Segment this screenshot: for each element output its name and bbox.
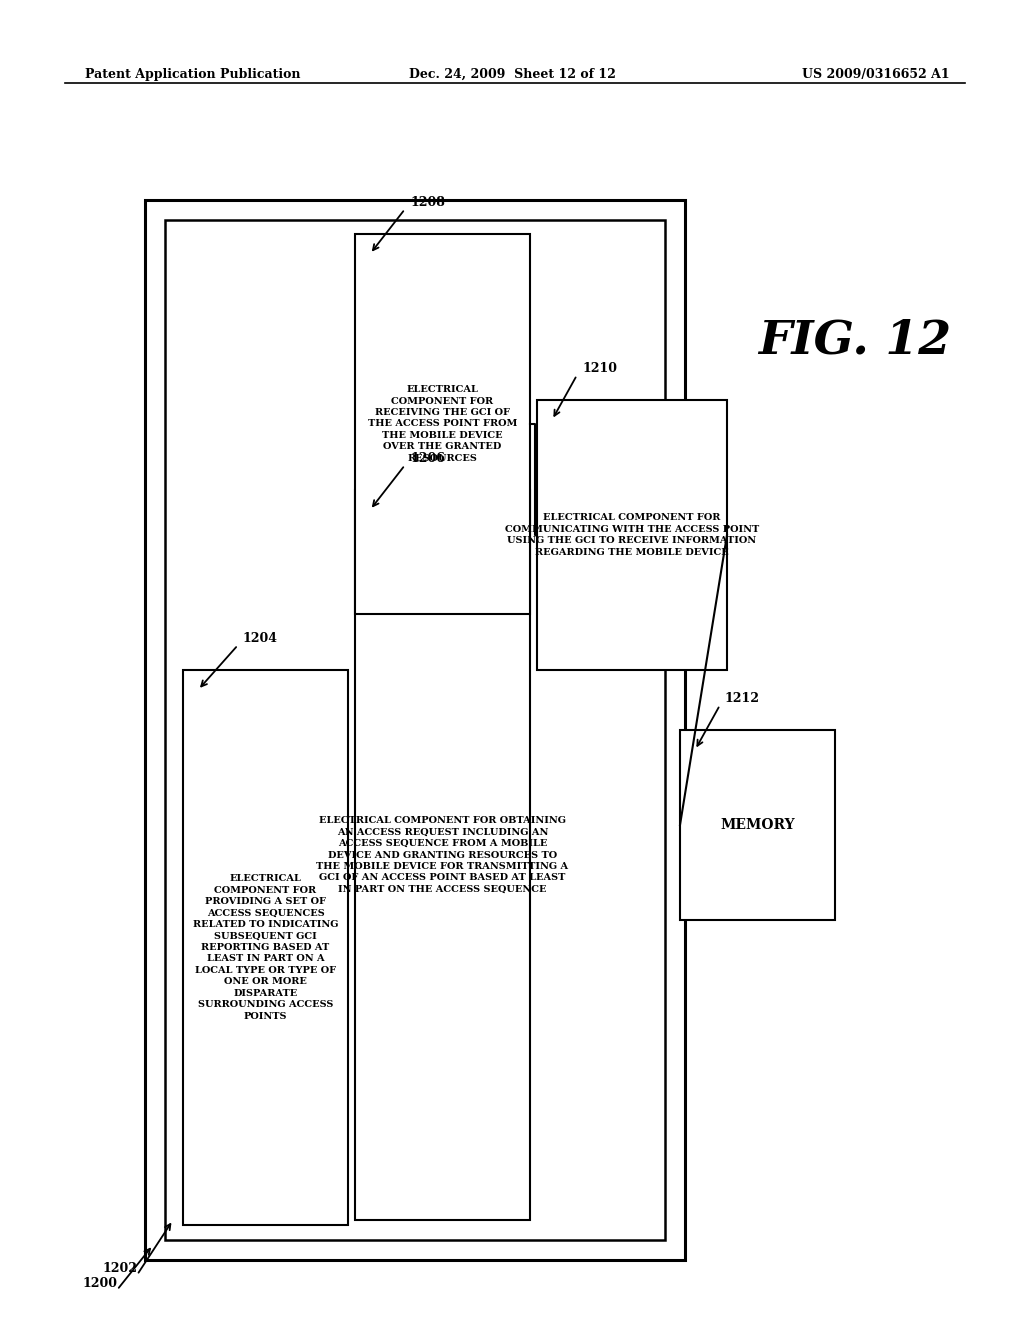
Bar [680,730,835,920]
Text: ELECTRICAL COMPONENT FOR
COMMUNICATING WITH THE ACCESS POINT
USING THE GCI TO RE: ELECTRICAL COMPONENT FOR COMMUNICATING W… [505,513,759,557]
Bar [355,234,530,614]
Text: FIG. 12: FIG. 12 [759,317,951,363]
Bar [355,490,530,1220]
Text: 1202: 1202 [102,1262,137,1275]
Text: ELECTRICAL
COMPONENT FOR
RECEIVING THE GCI OF
THE ACCESS POINT FROM
THE MOBILE D: ELECTRICAL COMPONENT FOR RECEIVING THE G… [368,385,517,463]
Text: MEMORY: MEMORY [720,818,795,832]
Text: US 2009/0316652 A1: US 2009/0316652 A1 [803,69,950,81]
Text: 1208: 1208 [410,195,444,209]
Text: Patent Application Publication: Patent Application Publication [85,69,300,81]
Bar [165,220,665,1239]
Bar [145,201,685,1261]
Text: 1212: 1212 [725,692,760,705]
Text: 1204: 1204 [243,632,278,645]
Text: 1206: 1206 [410,451,444,465]
Bar [183,671,348,1225]
Bar [537,400,727,671]
Text: ELECTRICAL
COMPONENT FOR
PROVIDING A SET OF
ACCESS SEQUENCES
RELATED TO INDICATI: ELECTRICAL COMPONENT FOR PROVIDING A SET… [193,874,338,1020]
Text: ELECTRICAL COMPONENT FOR OBTAINING
AN ACCESS REQUEST INCLUDING AN
ACCESS SEQUENC: ELECTRICAL COMPONENT FOR OBTAINING AN AC… [316,816,568,894]
Text: Dec. 24, 2009  Sheet 12 of 12: Dec. 24, 2009 Sheet 12 of 12 [409,69,615,81]
Text: 1210: 1210 [582,362,617,375]
Text: 1200: 1200 [82,1276,117,1290]
